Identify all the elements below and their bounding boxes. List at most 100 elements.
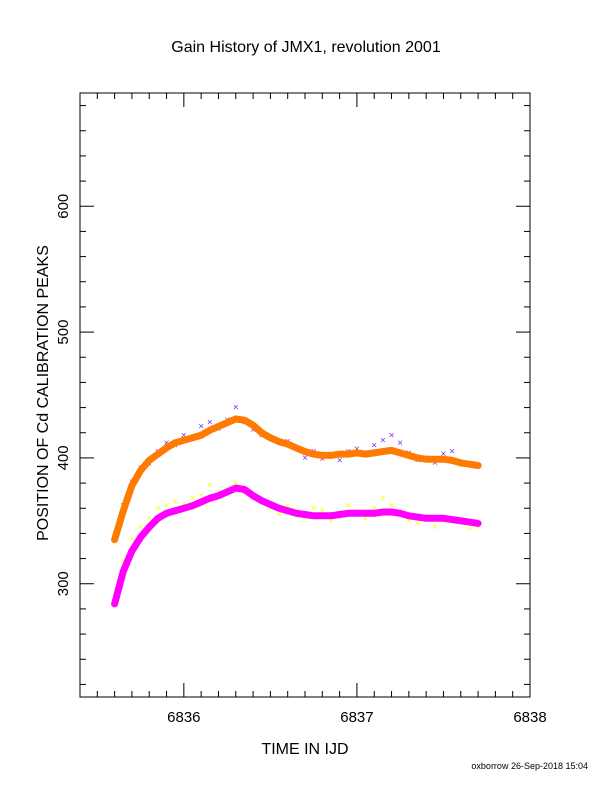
data-point: ×: [302, 447, 308, 458]
y-tick-label: 600: [55, 194, 72, 219]
data-point: ×: [293, 508, 299, 519]
data-point: ×: [423, 454, 429, 465]
data-point: ×: [233, 483, 239, 494]
data-point: ×: [293, 443, 299, 454]
data-marks: ×××× ××× ×× ×× ×××××× × × × ××××× × ×× × ×× × ×××× × ×× ×…: [112, 403, 481, 610]
data-point: ×: [467, 459, 473, 470]
data-point: ×: [250, 420, 256, 431]
data-point: ×: [328, 511, 334, 522]
data-point: ×: [267, 433, 273, 444]
data-point: ×: [311, 449, 317, 460]
data-point: ×: [276, 437, 282, 448]
data-point: ×: [233, 414, 239, 425]
data-point: ×: [389, 445, 395, 456]
data-point: ×: [120, 506, 126, 517]
data-point: ×: [397, 448, 403, 459]
data-point: ×: [155, 449, 161, 460]
data-point: ×: [311, 511, 317, 522]
data-point: ×: [449, 515, 455, 526]
data-point: ×: [146, 522, 152, 533]
data-point: ×: [432, 454, 438, 465]
tick-labels: 6836 6837 6838 300 400 500 600: [55, 194, 547, 726]
data-point: ×: [345, 449, 351, 460]
data-point: ×: [432, 513, 438, 524]
data-point: ×: [475, 460, 481, 471]
y-tick-label: 500: [55, 320, 72, 345]
data-point: ×: [389, 430, 395, 441]
data-point: ×: [328, 450, 334, 461]
data-point: ×: [389, 507, 395, 518]
data-point: ×: [198, 430, 204, 441]
data-point: ×: [458, 458, 464, 469]
data-point: ×: [319, 511, 325, 522]
series-lower-raw-points: ×××××× × × ×× ××× ××× × ×××× ××× ×××× ××××××× × ××× ×…: [112, 478, 481, 602]
series-upper-smoothed: ××××××× × × × × × × × × × ×× × × × × × × × × × × × × × × × × × × × × × ×…: [112, 414, 481, 546]
data-point: ×: [207, 493, 213, 504]
data-point: ×: [250, 491, 256, 502]
data-point: ×: [190, 433, 196, 444]
data-point: ×: [475, 518, 481, 529]
data-point: ×: [467, 517, 473, 528]
data-point: ×: [319, 450, 325, 461]
data-point: ×: [380, 507, 386, 518]
data-point: ×: [172, 506, 178, 517]
data-point: ×: [354, 508, 360, 519]
data-point: ×: [120, 566, 126, 577]
data-point: ×: [441, 513, 447, 524]
data-point: ×: [354, 448, 360, 459]
data-point: ×: [406, 511, 412, 522]
data-point: ×: [207, 481, 213, 492]
data-point: ×: [415, 453, 421, 464]
data-point: ×: [172, 438, 178, 449]
data-point: ×: [164, 443, 170, 454]
data-point: ×: [345, 508, 351, 519]
data-point: ×: [242, 484, 248, 495]
data-point: ×: [380, 447, 386, 458]
y-axis-label: POSITION OF Cd CALIBRATION PEAKS: [35, 245, 52, 541]
x-axis-label: TIME IN IJD: [261, 741, 348, 758]
data-point: ×: [242, 415, 248, 426]
data-point: ×: [216, 491, 222, 502]
axis-ticks: [80, 93, 530, 697]
data-point: ×: [371, 508, 377, 519]
data-point: ×: [267, 499, 273, 510]
y-tick-label: 400: [55, 445, 72, 470]
data-point: ×: [138, 466, 144, 477]
data-point: ×: [302, 510, 308, 521]
data-point: ×: [198, 497, 204, 508]
data-point: ×: [190, 501, 196, 512]
data-point: ×: [337, 510, 343, 521]
gain-history-chart: Gain History of JMX1, revolution 2001 68…: [0, 0, 612, 792]
data-point: ×: [449, 455, 455, 466]
data-point: ×: [423, 513, 429, 524]
data-point: ×: [276, 503, 282, 514]
y-tick-label: 300: [55, 571, 72, 596]
data-point: ×: [155, 513, 161, 524]
data-point: ×: [207, 425, 213, 436]
data-point: ×: [146, 455, 152, 466]
data-point: ×: [181, 503, 187, 514]
x-tick-label: 6836: [167, 709, 200, 726]
data-point: ×: [337, 449, 343, 460]
data-point: ×: [380, 493, 386, 504]
data-point: ×: [138, 532, 144, 543]
data-point: ×: [285, 439, 291, 450]
data-point: ×: [164, 508, 170, 519]
data-point: ×: [363, 508, 369, 519]
data-point: ×: [181, 435, 187, 446]
data-point: ×: [233, 403, 239, 414]
data-point: ×: [406, 450, 412, 461]
data-point: ×: [458, 516, 464, 527]
data-point: ×: [285, 506, 291, 517]
data-point: ×: [259, 428, 265, 439]
footer-timestamp: oxborrow 26-Sep-2018 15:04: [471, 761, 588, 771]
data-point: ×: [259, 496, 265, 507]
data-point: ×: [129, 481, 135, 492]
data-point: ×: [415, 512, 421, 523]
data-point: ×: [112, 535, 118, 546]
data-point: ×: [441, 454, 447, 465]
x-tick-label: 6837: [340, 709, 373, 726]
plot-frame: [80, 93, 530, 697]
data-point: ×: [363, 449, 369, 460]
data-point: ×: [371, 448, 377, 459]
